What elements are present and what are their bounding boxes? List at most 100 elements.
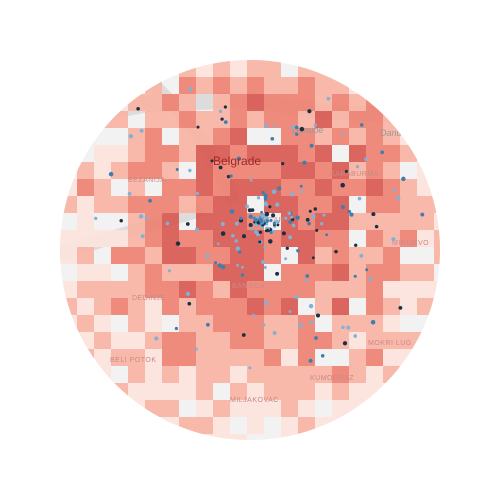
density-cell	[400, 213, 417, 230]
density-cell	[349, 332, 366, 349]
density-cell	[400, 145, 417, 162]
map-point	[186, 222, 190, 226]
density-cell	[196, 332, 213, 349]
map-point	[265, 212, 270, 217]
density-cell	[196, 77, 213, 94]
map-point	[380, 150, 384, 154]
density-cell	[315, 247, 332, 264]
density-cell	[196, 196, 213, 213]
map-point	[295, 215, 299, 219]
density-cell	[111, 332, 128, 349]
map-point	[309, 210, 312, 213]
map-point	[264, 301, 268, 305]
density-cell	[213, 366, 230, 383]
map-point	[249, 214, 253, 218]
density-cell	[196, 366, 213, 383]
map-point	[288, 235, 292, 239]
map-point	[260, 211, 263, 214]
density-cell	[94, 366, 111, 383]
map-point	[325, 233, 328, 236]
map-point	[250, 179, 253, 182]
map-point	[295, 296, 299, 300]
density-cell	[298, 349, 315, 366]
density-cell	[383, 349, 400, 366]
map-point	[235, 222, 239, 226]
map-point	[371, 320, 376, 325]
density-cell	[298, 281, 315, 298]
map-point	[270, 231, 273, 234]
map-point	[109, 172, 114, 177]
density-cell	[366, 196, 383, 213]
density-cell	[196, 264, 213, 281]
density-cell	[213, 196, 230, 213]
density-cell	[281, 196, 298, 213]
district-label-mirijevo: MIRIJEVO	[392, 240, 429, 247]
map-point	[229, 174, 232, 177]
density-cell	[332, 128, 349, 145]
map-point	[320, 222, 323, 225]
map-point	[129, 134, 133, 138]
density-cell	[332, 383, 349, 400]
map-point	[145, 216, 148, 219]
map-point	[261, 260, 265, 264]
density-cell	[196, 298, 213, 315]
density-cell	[417, 298, 434, 315]
density-cell	[213, 400, 230, 417]
density-cell	[332, 400, 349, 417]
map-point	[273, 222, 276, 225]
map-point	[298, 323, 302, 327]
density-cell	[366, 111, 383, 128]
river-label-danu: Danu	[380, 128, 402, 138]
density-cell	[281, 281, 298, 298]
map-point	[242, 234, 246, 238]
density-cell	[366, 247, 383, 264]
density-cell	[145, 145, 162, 162]
density-cell	[247, 94, 264, 111]
density-cell	[366, 281, 383, 298]
map-point	[271, 213, 275, 217]
map-point	[300, 185, 303, 188]
density-cell	[213, 179, 230, 196]
density-cell	[179, 332, 196, 349]
density-cell	[298, 162, 315, 179]
density-cell	[400, 349, 417, 366]
density-cell	[179, 383, 196, 400]
density-cell	[230, 264, 247, 281]
density-cell	[281, 332, 298, 349]
density-cell	[94, 281, 111, 298]
density-cell	[162, 264, 179, 281]
map-point	[195, 347, 198, 350]
map-point	[221, 231, 226, 236]
map-point	[356, 165, 359, 168]
density-cell	[383, 145, 400, 162]
density-cell	[298, 332, 315, 349]
map-point	[119, 219, 122, 222]
density-cell	[60, 247, 77, 264]
density-cell	[332, 77, 349, 94]
map-point	[322, 214, 325, 217]
map-point	[176, 241, 180, 245]
density-cell	[77, 349, 94, 366]
map-point	[291, 125, 295, 129]
density-cell	[111, 281, 128, 298]
density-cell	[383, 247, 400, 264]
density-cell	[128, 264, 145, 281]
density-cell	[145, 383, 162, 400]
density-cell	[213, 298, 230, 315]
density-cell	[366, 298, 383, 315]
density-cell	[383, 179, 400, 196]
map-point	[353, 334, 357, 338]
map-point	[309, 321, 313, 325]
density-cell	[298, 247, 315, 264]
district-label-karaburma: KARABURMA	[330, 171, 379, 178]
density-cell	[145, 213, 162, 230]
map-point	[219, 110, 222, 113]
map-point	[334, 250, 338, 254]
map-point	[354, 275, 357, 278]
density-cell	[332, 298, 349, 315]
density-cell	[196, 383, 213, 400]
density-cell	[417, 332, 434, 349]
density-cell	[315, 77, 332, 94]
map-point	[316, 313, 320, 317]
density-cell	[179, 366, 196, 383]
